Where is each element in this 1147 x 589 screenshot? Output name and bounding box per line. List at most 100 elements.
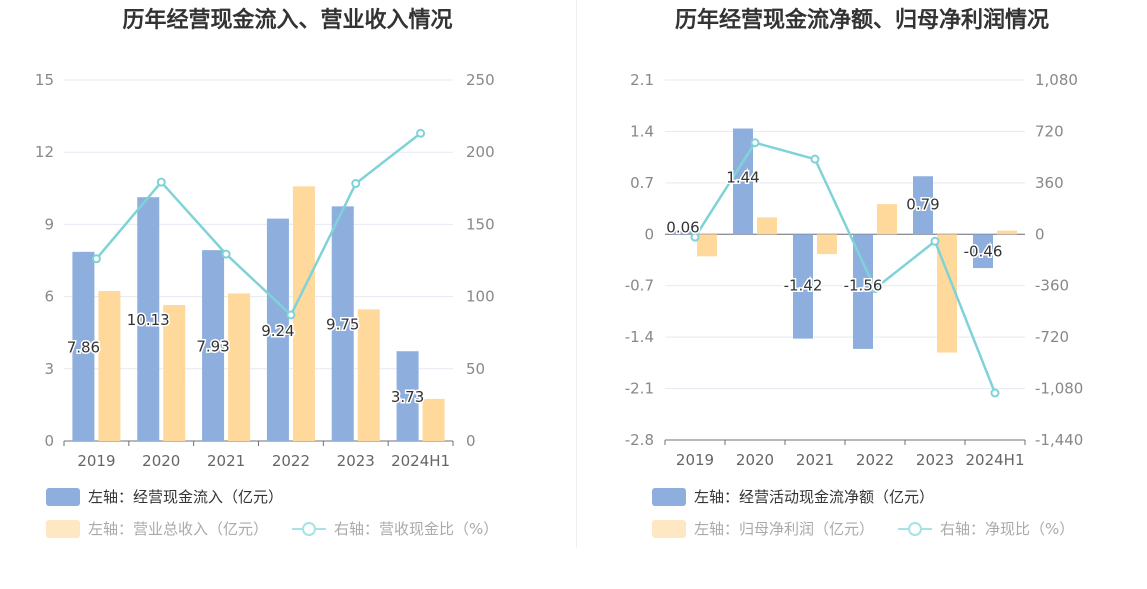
ratio-line-point xyxy=(221,249,231,259)
ratio-line-point xyxy=(416,128,426,138)
bar-primary xyxy=(266,218,289,441)
right-axis-tick-label: 100 xyxy=(466,288,495,306)
right-axis-tick-label: 50 xyxy=(466,360,485,378)
legend: 左轴：经营现金流入（亿元） xyxy=(46,486,307,507)
legend-swatch-bar-icon xyxy=(46,519,80,538)
bar-secondary xyxy=(877,204,897,235)
chart-title: 历年经营现金流净额、归母净利润情况 xyxy=(674,8,1049,33)
bar-secondary xyxy=(98,291,121,441)
chart-panel-net-cash-flow: 历年经营现金流净额、归母净利润情况 -2.8 -2.1 -1.4 -0.7 0 0.7 1.… xyxy=(577,0,1147,589)
legend-item-net-profit[interactable]: 左轴：归母净利润（亿元） xyxy=(652,518,874,539)
x-axis-category-label: 2021 xyxy=(796,451,834,469)
bar-data-label: -0.46 xyxy=(964,242,1003,260)
left-axis-tick-label: 6 xyxy=(44,288,54,306)
right-axis-tick-label: -720 xyxy=(1035,328,1069,346)
bar-data-label: 0.06 xyxy=(666,218,699,236)
legend-swatch-bar-icon xyxy=(652,519,686,538)
bar-primary xyxy=(853,234,873,349)
legend-label: 左轴：经营现金流入（亿元） xyxy=(88,488,284,506)
legend-item-net-cash-ratio[interactable]: 右轴：净现比（%） xyxy=(898,518,1074,539)
panel-divider xyxy=(576,0,577,548)
bar-data-label: 3.73 xyxy=(391,388,424,406)
chart-panel-cash-inflow: 历年经营现金流入、营业收入情况 0 3 6 9 12 15 0 50 100 150 200 250 2… xyxy=(35,8,498,539)
left-axis-tick-label: -2.8 xyxy=(625,431,654,449)
left-axis-tick-label: 2.1 xyxy=(630,71,654,89)
ratio-line-point xyxy=(286,310,296,320)
bar-secondary xyxy=(292,186,315,441)
ratio-line-point xyxy=(870,284,880,294)
right-axis-tick-label: 250 xyxy=(466,71,495,89)
right-axis-tick-label: 360 xyxy=(1035,174,1064,192)
left-axis-tick-label: 9 xyxy=(44,215,54,233)
x-axis-category-label: 2024H1 xyxy=(966,451,1025,469)
right-axis-tick-label: -1,440 xyxy=(1035,431,1083,449)
right-axis-tick-label: 0 xyxy=(1035,225,1045,243)
ratio-line-point xyxy=(750,138,760,148)
bar-data-label: 1.44 xyxy=(726,168,759,186)
ratio-line-point xyxy=(690,232,700,242)
bar-data-label: 9.24 xyxy=(261,322,294,340)
left-axis-tick-label: -2.1 xyxy=(625,380,654,398)
bar-secondary xyxy=(817,234,837,255)
left-axis-tick-label: 1.4 xyxy=(630,122,654,140)
legend-item-revenue[interactable]: 左轴：营业总收入（亿元） xyxy=(46,518,268,539)
left-axis-tick-label: -1.4 xyxy=(625,328,654,346)
ratio-line xyxy=(693,141,997,394)
right-axis-tick-label: 150 xyxy=(466,215,495,233)
left-axis-tick-label: 0 xyxy=(644,225,654,243)
x-axis-category-label: 2019 xyxy=(77,452,115,470)
bar-primary xyxy=(202,250,225,441)
right-axis-tick-label: 0 xyxy=(466,432,476,450)
left-axis-tick-label: 0.7 xyxy=(630,174,654,192)
bar-primary xyxy=(137,197,160,441)
bar-data-label: 7.86 xyxy=(67,338,100,356)
ratio-line-point xyxy=(990,388,1000,398)
left-axis-tick-label: 12 xyxy=(35,143,54,161)
x-axis-category-label: 2023 xyxy=(337,452,375,470)
bar-primary xyxy=(72,251,95,441)
bar-data-label: 7.93 xyxy=(196,338,229,356)
legend-item-net-cash-flow[interactable]: 左轴：经营活动现金流净额（亿元） xyxy=(652,486,934,507)
legend-label: 右轴：净现比（%） xyxy=(940,520,1075,538)
bar-secondary xyxy=(422,398,445,441)
bar-primary xyxy=(673,229,693,235)
legend-label: 左轴：经营活动现金流净额（亿元） xyxy=(694,488,935,506)
chart-title: 历年经营现金流入、营业收入情况 xyxy=(122,8,453,33)
x-axis-category-label: 2020 xyxy=(736,451,774,469)
bar-secondary xyxy=(228,293,251,441)
bar-data-label: 9.75 xyxy=(326,316,359,334)
bar-data-label: 0.79 xyxy=(906,195,939,213)
legend-line-marker-icon xyxy=(898,520,933,538)
x-axis-category-label: 2024H1 xyxy=(391,452,450,470)
bar-primary xyxy=(396,351,419,441)
bar-secondary xyxy=(697,234,717,257)
legend-swatch-bar-icon xyxy=(46,487,80,506)
bar-primary xyxy=(793,234,813,339)
bar-primary xyxy=(913,176,933,235)
ratio-line-point xyxy=(156,177,166,187)
left-axis-tick-label: 0 xyxy=(44,432,54,450)
right-axis-tick-label: -1,080 xyxy=(1035,380,1083,398)
x-axis-category-label: 2019 xyxy=(676,451,714,469)
x-axis-category-label: 2023 xyxy=(916,451,954,469)
bar-primary xyxy=(973,234,993,269)
legend-line-marker-icon xyxy=(292,520,327,538)
right-axis-tick-label: -360 xyxy=(1035,277,1069,295)
x-axis-category-label: 2022 xyxy=(272,452,310,470)
x-axis-category-label: 2022 xyxy=(856,451,894,469)
left-axis-tick-label: 3 xyxy=(44,360,54,378)
x-axis-category-label: 2020 xyxy=(142,452,180,470)
legend-item-cash-ratio[interactable]: 右轴：营收现金比（%） xyxy=(292,518,498,539)
legend-item-cash-inflow[interactable]: 左轴：经营现金流入（亿元） xyxy=(46,486,283,507)
legend-label: 左轴：营业总收入（亿元） xyxy=(88,520,269,538)
legend: 左轴：经营活动现金流净额（亿元） xyxy=(652,486,958,507)
bar-primary xyxy=(331,206,354,441)
left-axis-tick-label: -0.7 xyxy=(625,277,654,295)
chart-plot-net-cash-flow: -2.8 -2.1 -1.4 -0.7 0 0.7 1.4 2.1 -1,440 -1,080 -7… xyxy=(625,71,1084,469)
bar-secondary xyxy=(937,234,957,353)
ratio-line-point xyxy=(930,236,940,246)
legend-swatch-bar-icon xyxy=(652,487,686,506)
bar-secondary xyxy=(997,230,1017,235)
legend: 左轴：归母净利润（亿元） 右轴：净现比（%） xyxy=(652,518,1098,539)
right-axis-tick-label: 1,080 xyxy=(1035,71,1078,89)
